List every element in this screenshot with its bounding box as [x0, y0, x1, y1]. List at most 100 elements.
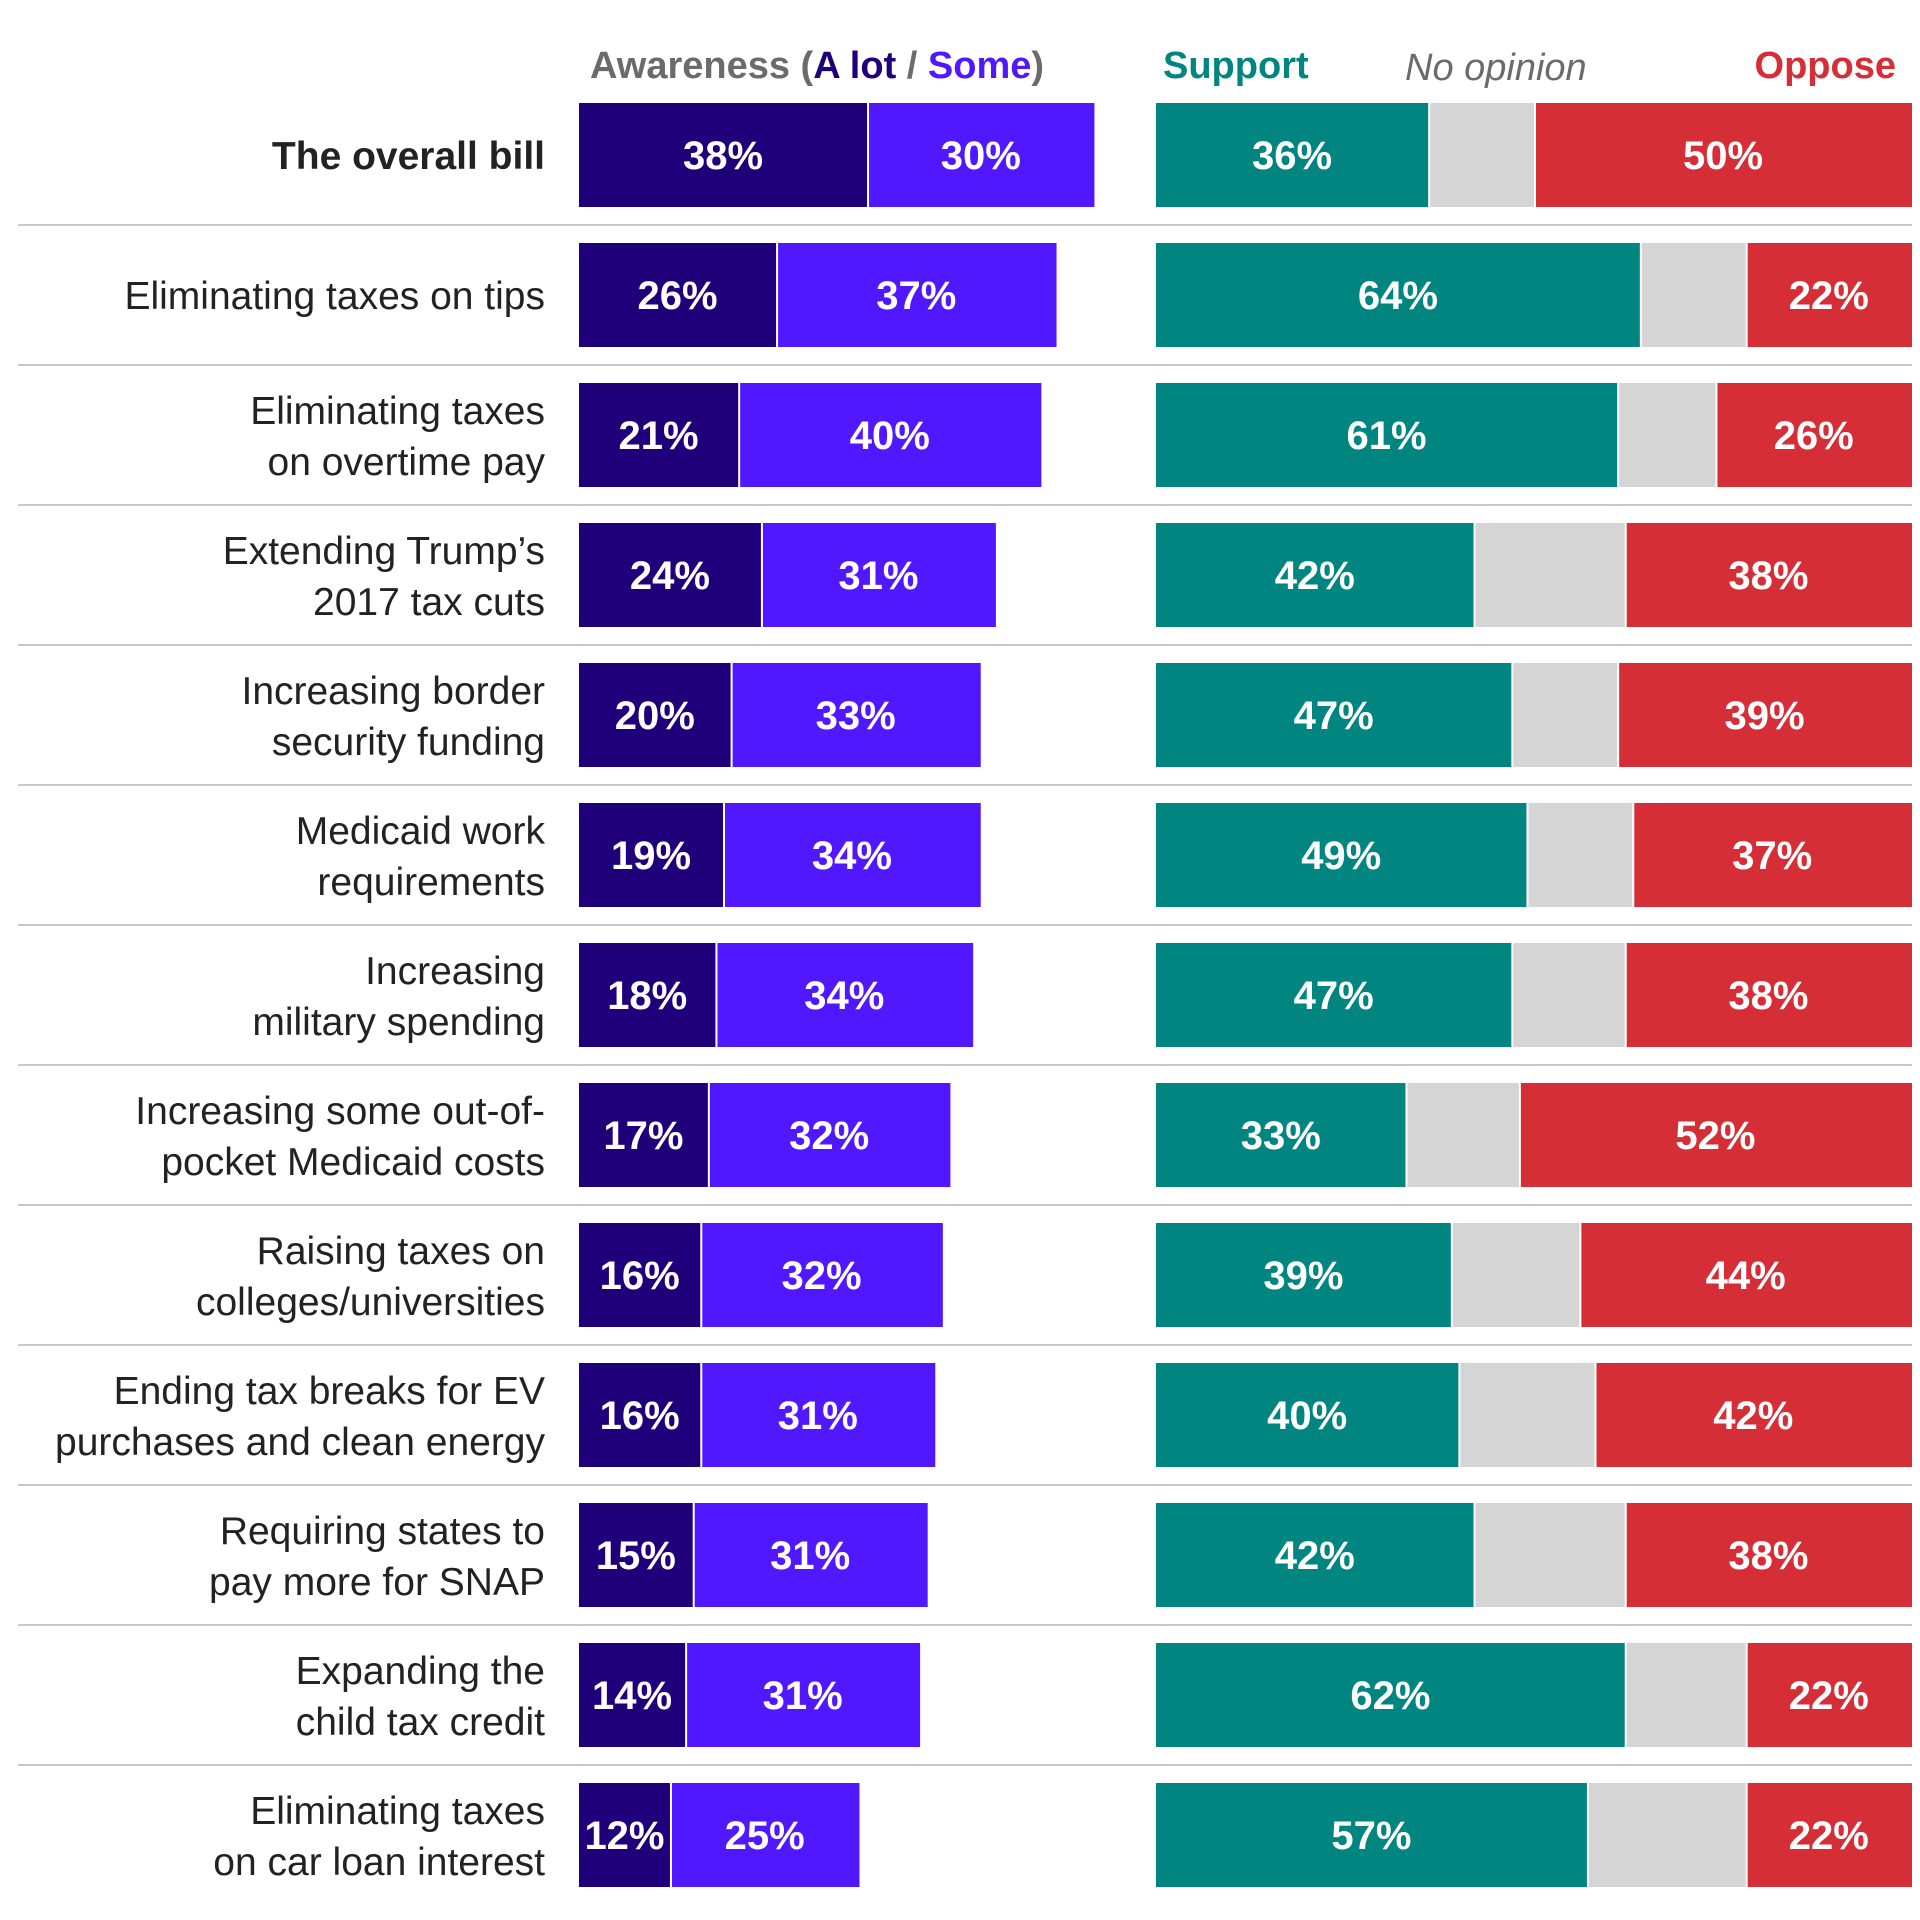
- awareness-heading-some: Some: [928, 45, 1031, 87]
- bar-support: [1156, 943, 1512, 1047]
- chart-row: Eliminating taxes on car loan interest 12%…: [213, 1783, 1912, 1887]
- row-label: pocket Medicaid costs: [161, 1141, 545, 1184]
- bar-support: [1156, 523, 1474, 627]
- bar-no-opinion: [1460, 1363, 1595, 1467]
- awareness-heading-alot: A lot: [813, 45, 896, 87]
- label-support: 47%: [1294, 974, 1374, 1018]
- label-oppose: 22%: [1789, 1674, 1869, 1718]
- label-awareness-alot: 24%: [630, 554, 710, 598]
- row-label: Eliminating taxes on tips: [124, 275, 545, 318]
- bar-awareness-some: [671, 1783, 860, 1887]
- label-oppose: 26%: [1774, 414, 1854, 458]
- bar-oppose: [1619, 663, 1912, 767]
- bar-no-opinion: [1588, 1783, 1746, 1887]
- bar-awareness-alot: [579, 1363, 701, 1467]
- label-oppose: 52%: [1675, 1114, 1755, 1158]
- bar-support: [1156, 1643, 1625, 1747]
- row-label: Expanding the: [296, 1650, 545, 1693]
- bar-support: [1156, 1083, 1406, 1187]
- support-heading: Support: [1163, 45, 1309, 87]
- bar-no-opinion: [1407, 1083, 1519, 1187]
- chart-header: Awareness (A lot / Some) Support No opin…: [590, 45, 1896, 89]
- label-oppose: 37%: [1732, 834, 1812, 878]
- label-awareness-some: 40%: [850, 414, 930, 458]
- bar-awareness-alot: [579, 1783, 670, 1887]
- awareness-heading-prefix: Awareness (: [590, 45, 814, 87]
- awareness-heading: Awareness (A lot / Some): [590, 45, 1044, 87]
- bar-no-opinion: [1641, 243, 1746, 347]
- bar-support: [1156, 663, 1512, 767]
- bar-awareness-some: [687, 1643, 921, 1747]
- bar-awareness-alot: [579, 943, 716, 1047]
- row-label: purchases and clean energy: [55, 1421, 545, 1464]
- chart-row: Raising taxes on colleges/universities 16%…: [18, 1223, 1912, 1346]
- bar-no-opinion: [1528, 803, 1633, 907]
- row-label: 2017 tax cuts: [313, 581, 545, 624]
- bar-awareness-some: [702, 1223, 943, 1327]
- chart-row: Requiring states to pay more for SNAP 15% 3…: [18, 1503, 1912, 1626]
- row-label: Eliminating taxes: [250, 390, 545, 433]
- bar-oppose: [1747, 1643, 1912, 1747]
- label-awareness-alot: 16%: [600, 1394, 680, 1438]
- row-label: Ending tax breaks for EV: [114, 1370, 545, 1413]
- bar-support: [1156, 1363, 1459, 1467]
- bar-oppose: [1747, 1783, 1912, 1887]
- label-oppose: 22%: [1789, 1814, 1869, 1858]
- label-awareness-alot: 15%: [596, 1534, 676, 1578]
- label-awareness-some: 33%: [816, 694, 896, 738]
- label-oppose: 38%: [1728, 974, 1808, 1018]
- bar-oppose: [1596, 1363, 1912, 1467]
- bar-oppose: [1626, 523, 1912, 627]
- row-label: Increasing: [365, 950, 545, 993]
- label-oppose: 38%: [1728, 554, 1808, 598]
- label-support: 39%: [1263, 1254, 1343, 1298]
- chart-row: Eliminating taxes on overtime pay 21% 40% 61…: [18, 383, 1912, 506]
- label-awareness-some: 32%: [782, 1254, 862, 1298]
- row-label: Eliminating taxes: [250, 1790, 545, 1833]
- oppose-heading: Oppose: [1755, 45, 1896, 87]
- label-oppose: 50%: [1683, 134, 1763, 178]
- label-awareness-alot: 19%: [611, 834, 691, 878]
- label-awareness-alot: 12%: [584, 1814, 664, 1858]
- bar-awareness-alot: [579, 103, 868, 207]
- row-label: on car loan interest: [213, 1841, 545, 1884]
- bar-awareness-some: [717, 943, 974, 1047]
- row-label: The overall bill: [272, 135, 545, 178]
- label-awareness-alot: 20%: [615, 694, 695, 738]
- label-awareness-some: 30%: [941, 134, 1021, 178]
- chart-row: Increasing military spending 18% 34% 47% 38%: [18, 943, 1912, 1066]
- bar-awareness-some: [694, 1503, 928, 1607]
- bar-oppose: [1634, 803, 1912, 907]
- label-support: 42%: [1275, 1534, 1355, 1578]
- label-support: 62%: [1350, 1674, 1430, 1718]
- label-awareness-alot: 18%: [607, 974, 687, 1018]
- bar-no-opinion: [1626, 1643, 1746, 1747]
- label-support: 57%: [1331, 1814, 1411, 1858]
- label-oppose: 42%: [1713, 1394, 1793, 1438]
- bar-awareness-alot: [579, 803, 724, 907]
- bar-support: [1156, 1223, 1451, 1327]
- label-awareness-some: 34%: [812, 834, 892, 878]
- label-oppose: 39%: [1725, 694, 1805, 738]
- label-support: 42%: [1275, 554, 1355, 598]
- label-awareness-alot: 17%: [603, 1114, 683, 1158]
- row-label: pay more for SNAP: [209, 1561, 545, 1604]
- awareness-heading-suffix: ): [1031, 45, 1044, 87]
- bar-support: [1156, 1783, 1587, 1887]
- label-awareness-alot: 26%: [638, 274, 718, 318]
- bar-support: [1156, 383, 1618, 487]
- bar-awareness-alot: [579, 1503, 693, 1607]
- chart-row: Increasing border security funding 20% 33% 4…: [18, 663, 1912, 786]
- bar-awareness-some: [762, 523, 996, 627]
- bar-awareness-alot: [579, 243, 777, 347]
- label-oppose: 38%: [1728, 1534, 1808, 1578]
- label-awareness-alot: 21%: [619, 414, 699, 458]
- label-awareness-alot: 14%: [592, 1674, 672, 1718]
- bar-awareness-some: [732, 663, 981, 767]
- row-label: Extending Trump’s: [223, 530, 545, 573]
- chart-rows: The overall bill 38% 30% 36% 50% Eliminating …: [18, 103, 1912, 1887]
- bar-awareness-some: [778, 243, 1057, 347]
- bar-awareness-alot: [579, 1643, 686, 1747]
- bar-no-opinion: [1452, 1223, 1580, 1327]
